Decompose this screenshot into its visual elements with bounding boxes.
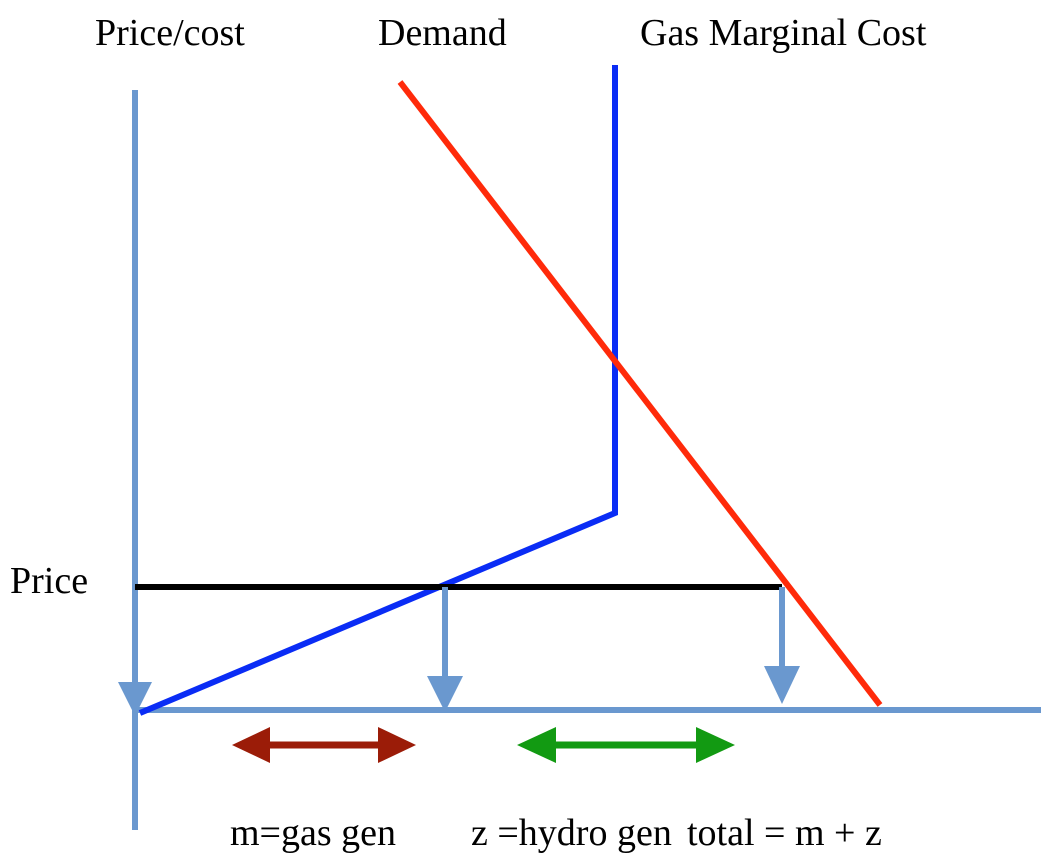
z-arrowhead [696, 727, 735, 763]
demand-label: Demand [378, 12, 507, 54]
total-label: total = m + z [687, 812, 882, 854]
drop-arrowhead [427, 676, 463, 712]
price-label: Price [10, 560, 88, 602]
gas-marginal-cost-label: Gas Marginal Cost [640, 12, 927, 54]
m-arrowhead [378, 727, 416, 763]
demand-curve [397, 80, 883, 707]
price-cost-label: Price/cost [95, 12, 245, 54]
m-arrowhead [232, 727, 270, 763]
z-arrowhead [517, 727, 556, 763]
m-label: m=gas gen [230, 812, 396, 854]
drop-arrowhead [764, 666, 800, 704]
gas-marginal-cost-curve [138, 65, 618, 716]
z-label: z =hydro gen [471, 812, 672, 854]
axis-arrowhead [118, 682, 152, 716]
